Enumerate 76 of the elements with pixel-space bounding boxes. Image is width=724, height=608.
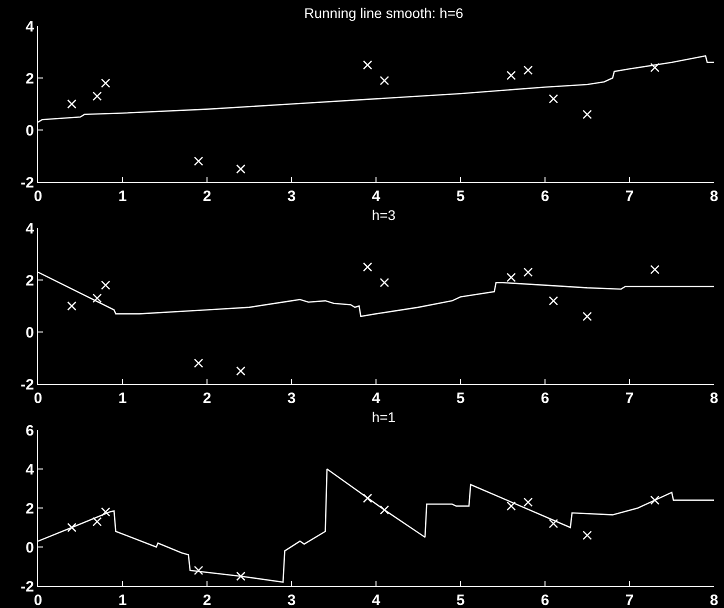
y-tick-label: 0	[26, 122, 34, 140]
x-tick-label: 2	[202, 188, 212, 205]
x-tick-label: 4	[372, 592, 381, 608]
y-tick-label: 0	[26, 324, 34, 342]
point	[380, 505, 390, 515]
point	[67, 99, 76, 109]
point	[506, 272, 516, 282]
point	[523, 268, 533, 277]
point	[650, 62, 660, 72]
y-tick-label: -2	[20, 376, 34, 394]
x-tick-label: 6	[540, 390, 550, 407]
point	[92, 294, 102, 303]
x-tick-label: 3	[287, 592, 296, 608]
x-tick-label: 1	[118, 592, 127, 608]
point	[548, 518, 558, 528]
point	[582, 312, 592, 322]
x-tick-label: 8	[710, 592, 718, 608]
x-tick-label: 7	[625, 592, 634, 608]
point	[582, 530, 592, 540]
point	[362, 494, 372, 503]
point	[523, 66, 533, 75]
point	[582, 110, 592, 120]
y-tick-label: 6	[26, 422, 34, 440]
point	[236, 366, 246, 376]
y-tick-label: 2	[26, 70, 34, 88]
point	[506, 501, 516, 511]
point	[236, 164, 246, 174]
x-tick-label: 7	[625, 390, 634, 407]
y-tick-label: 2	[26, 272, 34, 290]
y-tick-label: 2	[26, 500, 34, 518]
x-tick-label: 5	[456, 390, 465, 407]
point	[650, 264, 660, 274]
point	[650, 496, 660, 505]
point	[362, 262, 372, 272]
x-tick-label: 4	[372, 390, 381, 407]
y-tick-label: 4	[26, 18, 35, 36]
point	[67, 301, 76, 311]
x-tick-label: 1	[118, 390, 127, 407]
point	[100, 78, 110, 88]
x-tick-label: 8	[710, 390, 718, 407]
point	[100, 507, 110, 517]
x-tick-label: 6	[540, 188, 550, 205]
x-tick-label: 5	[456, 592, 465, 608]
point	[194, 566, 204, 576]
x-tick-label: 2	[202, 390, 212, 407]
y-tick-label: 0	[26, 539, 34, 556]
x-tick-label: 1	[118, 188, 127, 205]
y-tick-label: -2	[20, 578, 34, 596]
x-tick-label: 3	[287, 188, 296, 205]
x-tick-label: 5	[456, 188, 465, 205]
point	[194, 156, 204, 166]
x-tick-label: 2	[202, 592, 212, 608]
chart-title: h=1	[372, 408, 396, 425]
point	[523, 498, 533, 507]
point	[548, 94, 558, 104]
chart-title: Running line smooth: h=6	[304, 4, 464, 21]
y-tick-label: -2	[20, 174, 34, 192]
chart-title: h=3	[372, 206, 396, 223]
point	[92, 517, 102, 526]
y-tick-label: 4	[26, 220, 35, 238]
x-tick-label: 3	[287, 390, 296, 407]
point	[548, 296, 558, 306]
point	[67, 522, 76, 532]
y-tick-label: 4	[26, 461, 35, 478]
point	[506, 70, 516, 80]
x-tick-label: 4	[372, 188, 381, 205]
x-tick-label: 7	[625, 188, 634, 205]
x-tick-label: 8	[710, 188, 718, 205]
point	[380, 76, 390, 86]
point	[100, 280, 110, 290]
point	[380, 278, 390, 288]
point	[236, 572, 246, 581]
x-tick-label: 6	[540, 592, 550, 608]
point	[194, 358, 204, 368]
point	[362, 60, 372, 70]
point	[92, 92, 102, 101]
